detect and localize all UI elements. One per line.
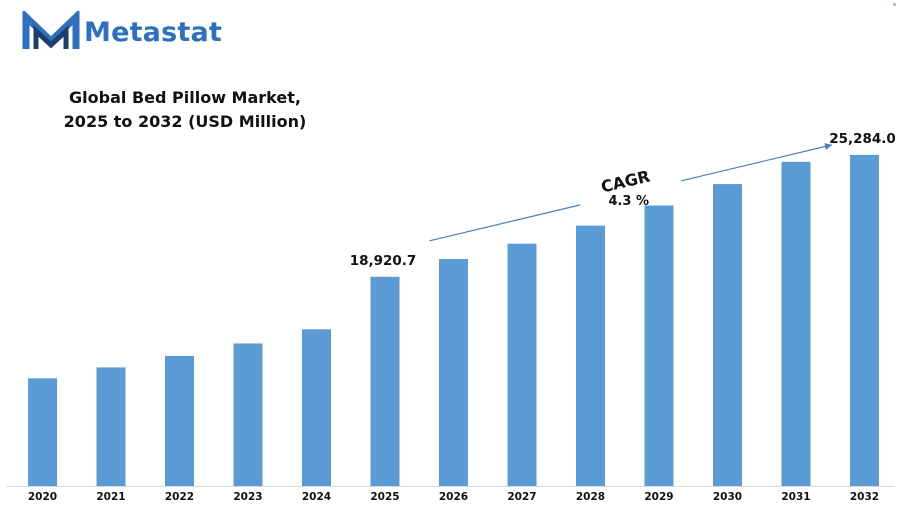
bar-2020 bbox=[28, 378, 57, 486]
brand-logo: Metastat bbox=[22, 10, 222, 54]
cagr-arrow-line-end bbox=[681, 144, 833, 182]
data-label-2025: 18,920.7 bbox=[350, 253, 417, 269]
chart-title: Global Bed Pillow Market, 2025 to 2032 (… bbox=[40, 86, 330, 134]
bar-2030 bbox=[713, 184, 742, 486]
x-tick-label-2020: 2020 bbox=[28, 491, 57, 503]
metastat-m-logo-icon bbox=[22, 11, 80, 49]
x-tick-label-2032: 2032 bbox=[850, 491, 879, 503]
x-tick-label-2030: 2030 bbox=[713, 491, 742, 503]
bar-2027 bbox=[507, 243, 537, 486]
bar-2031 bbox=[781, 161, 811, 486]
x-tick-label-2025: 2025 bbox=[370, 491, 399, 503]
bar-2021 bbox=[96, 367, 126, 486]
bar-2022 bbox=[165, 355, 194, 486]
bar-2024 bbox=[302, 329, 331, 486]
corner-dot bbox=[893, 3, 896, 6]
cagr-label: CAGR bbox=[599, 166, 652, 196]
bar-2023 bbox=[233, 343, 263, 486]
x-tick-label-2024: 2024 bbox=[302, 491, 331, 503]
brand-name: Metastat bbox=[84, 16, 223, 48]
cagr-arrow-head bbox=[824, 143, 832, 150]
chart-title-line-1: Global Bed Pillow Market, bbox=[69, 88, 301, 107]
x-tick-label-2031: 2031 bbox=[781, 491, 810, 503]
x-tick-label-2022: 2022 bbox=[165, 491, 194, 503]
x-tick-label-2021: 2021 bbox=[96, 491, 125, 503]
cagr-value: 4.3 % bbox=[608, 194, 649, 209]
bar-2029 bbox=[644, 205, 674, 486]
cagr-arrow-line-start bbox=[429, 204, 581, 242]
bar-2025 bbox=[370, 276, 400, 486]
bar-2026 bbox=[439, 258, 468, 486]
bar-2028 bbox=[576, 225, 605, 486]
chart-title-line-2: 2025 to 2032 (USD Million) bbox=[63, 112, 307, 131]
x-tick-label-2023: 2023 bbox=[233, 491, 262, 503]
x-tick-label-2026: 2026 bbox=[439, 491, 468, 503]
bar-2032 bbox=[850, 154, 879, 487]
x-tick-label-2029: 2029 bbox=[644, 491, 673, 503]
x-tick-label-2028: 2028 bbox=[576, 491, 605, 503]
x-tick-label-2027: 2027 bbox=[507, 491, 536, 503]
data-label-2032: 25,284.0 bbox=[829, 131, 896, 147]
